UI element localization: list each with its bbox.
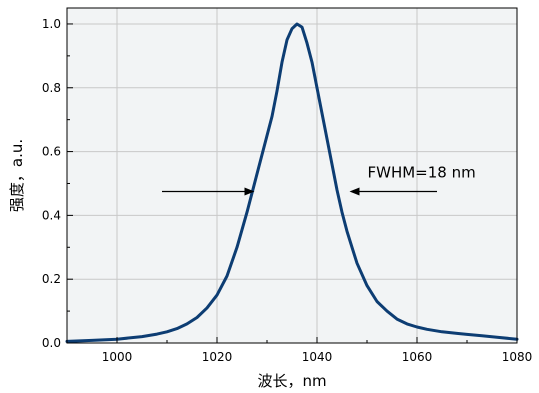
y-tick-label: 0.6 (42, 145, 61, 159)
x-axis-title: 波长，nm (257, 372, 326, 390)
x-tick-label: 1060 (402, 350, 433, 364)
fwhm-right-arrow-head (349, 187, 360, 196)
y-tick-label: 0.2 (42, 272, 61, 286)
y-axis-title: 强度，a.u. (8, 139, 26, 212)
plot-area (67, 8, 517, 343)
y-tick-label: 0.4 (42, 208, 61, 222)
fwhm-label: FWHM=18 nm (368, 163, 476, 181)
x-tick-label: 1080 (502, 350, 533, 364)
y-tick-label: 0.8 (42, 81, 61, 95)
x-tick-label: 1020 (202, 350, 233, 364)
y-tick-label: 1.0 (42, 17, 61, 31)
x-tick-label: 1040 (302, 350, 333, 364)
fwhm-annotation: FWHM=18 nm (162, 163, 476, 196)
spectrum-line (65, 22, 519, 343)
y-tick-label: 0.0 (42, 336, 61, 350)
fwhm-left-arrow-head (244, 187, 255, 196)
axis-ticks: 1000 1020 1040 1060 1080 0.0 0.2 0.4 0.6 0.8 1.0 (42, 17, 532, 364)
plot-frame (66, 7, 518, 344)
x-tick-label: 1000 (102, 350, 133, 364)
grid-lines (67, 8, 517, 343)
